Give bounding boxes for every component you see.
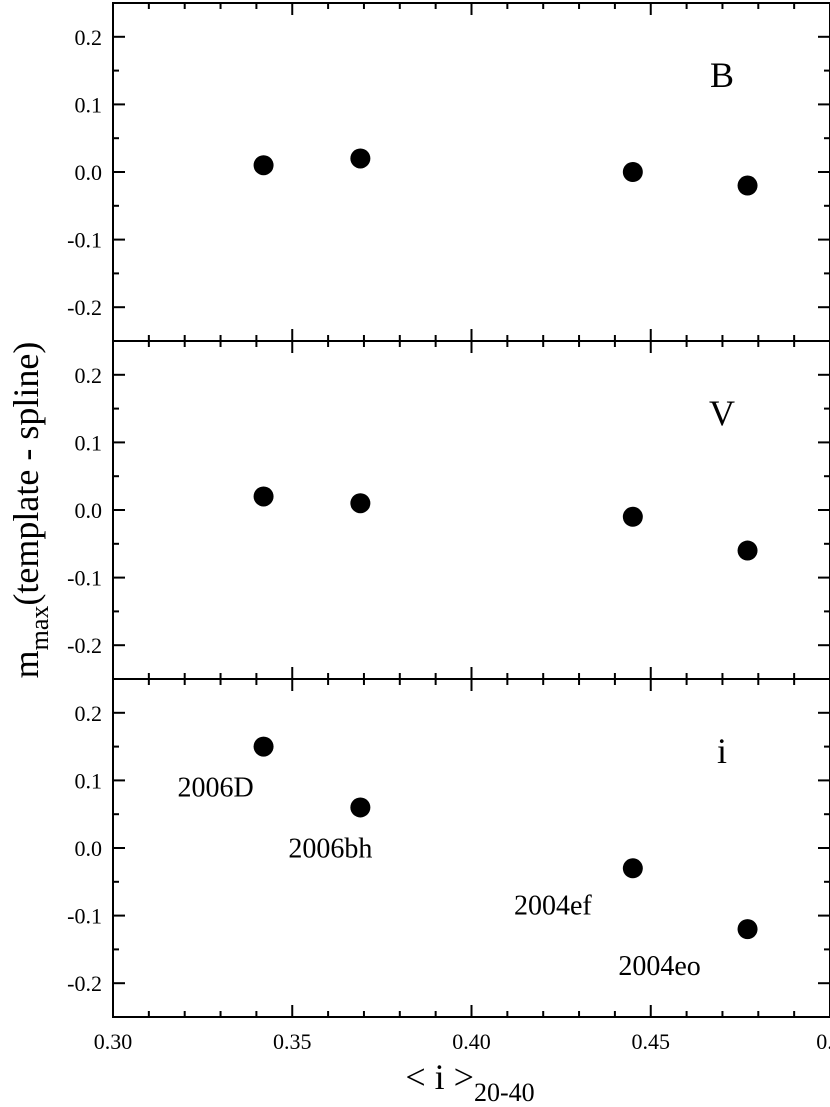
panel-V: -0.2 -0.1 0.0 0.1 0.2 V — [67, 340, 830, 680]
panel-frame — [112, 2, 830, 342]
x-tick-label: 0.45 — [632, 1029, 671, 1054]
y-tick-label: -0.1 — [67, 228, 102, 253]
data-point — [350, 148, 371, 169]
panel-frame — [112, 340, 830, 680]
point-label: 2006bh — [288, 833, 372, 864]
point-label: 2004eo — [618, 951, 700, 982]
y-tick-label: -0.1 — [67, 566, 102, 591]
data-point — [253, 736, 274, 757]
y-tick-label: -0.2 — [67, 633, 102, 658]
data-point — [622, 506, 643, 527]
panel-frame — [112, 678, 830, 1018]
y-tick-label: 0.2 — [75, 701, 103, 726]
panels-group: -0.2-0.10.00.10.2B-0.2-0.10.00.10.2V-0.2… — [67, 2, 830, 1018]
point-label: 2006D — [177, 773, 253, 804]
panel-i: -0.2 -0.1 0.0 0.1 0.2 i 2006D 2006bh 2004ef 2004e… — [67, 678, 830, 1018]
panel-B: -0.2 -0.1 0.0 0.1 0.2 B — [67, 2, 830, 342]
y-tick-label: 0.1 — [75, 768, 103, 793]
data-point — [622, 858, 643, 879]
data-point — [737, 175, 758, 196]
y-tick-label: -0.2 — [67, 971, 102, 996]
y-tick-label: 0.1 — [75, 430, 103, 455]
x-tick-label: 0.5 — [816, 1029, 830, 1054]
data-point — [253, 486, 274, 507]
x-axis-title: < i >20-40 — [405, 1057, 534, 1107]
data-point — [622, 162, 643, 182]
y-tick-label: -0.1 — [67, 904, 102, 929]
data-point — [737, 919, 758, 940]
panel-label-i: i — [717, 731, 727, 771]
y-axis-title-main: m — [6, 650, 46, 678]
x-tick-label: 0.35 — [273, 1029, 312, 1054]
x-tick-labels: 0.30 0.35 0.40 0.45 0.5 — [94, 1029, 830, 1054]
y-tick-label: 0.2 — [75, 363, 103, 388]
panel-label-B: B — [710, 55, 734, 95]
y-tick-label: 0.2 — [75, 25, 103, 50]
y-tick-label: -0.2 — [67, 295, 102, 320]
data-point — [350, 797, 371, 818]
x-axis-title-main: < i > — [405, 1057, 474, 1097]
panel-label-V: V — [709, 393, 735, 433]
x-axis-title-sub: 20-40 — [474, 1078, 535, 1107]
y-axis-title-sub: max — [25, 606, 54, 651]
y-axis-title-rest: (template - spline) — [6, 342, 46, 606]
data-point — [737, 540, 758, 561]
y-axis-title: mmax(template - spline) — [6, 342, 54, 679]
data-point — [253, 155, 274, 176]
point-label: 2004ef — [514, 890, 592, 921]
x-tick-label: 0.30 — [94, 1029, 133, 1054]
y-tick-label: 0.0 — [75, 498, 103, 523]
y-tick-label: 0.0 — [75, 836, 103, 861]
data-point — [350, 493, 371, 514]
y-tick-label: 0.0 — [75, 160, 103, 185]
y-tick-label: 0.1 — [75, 92, 103, 117]
x-tick-label: 0.40 — [452, 1029, 491, 1054]
